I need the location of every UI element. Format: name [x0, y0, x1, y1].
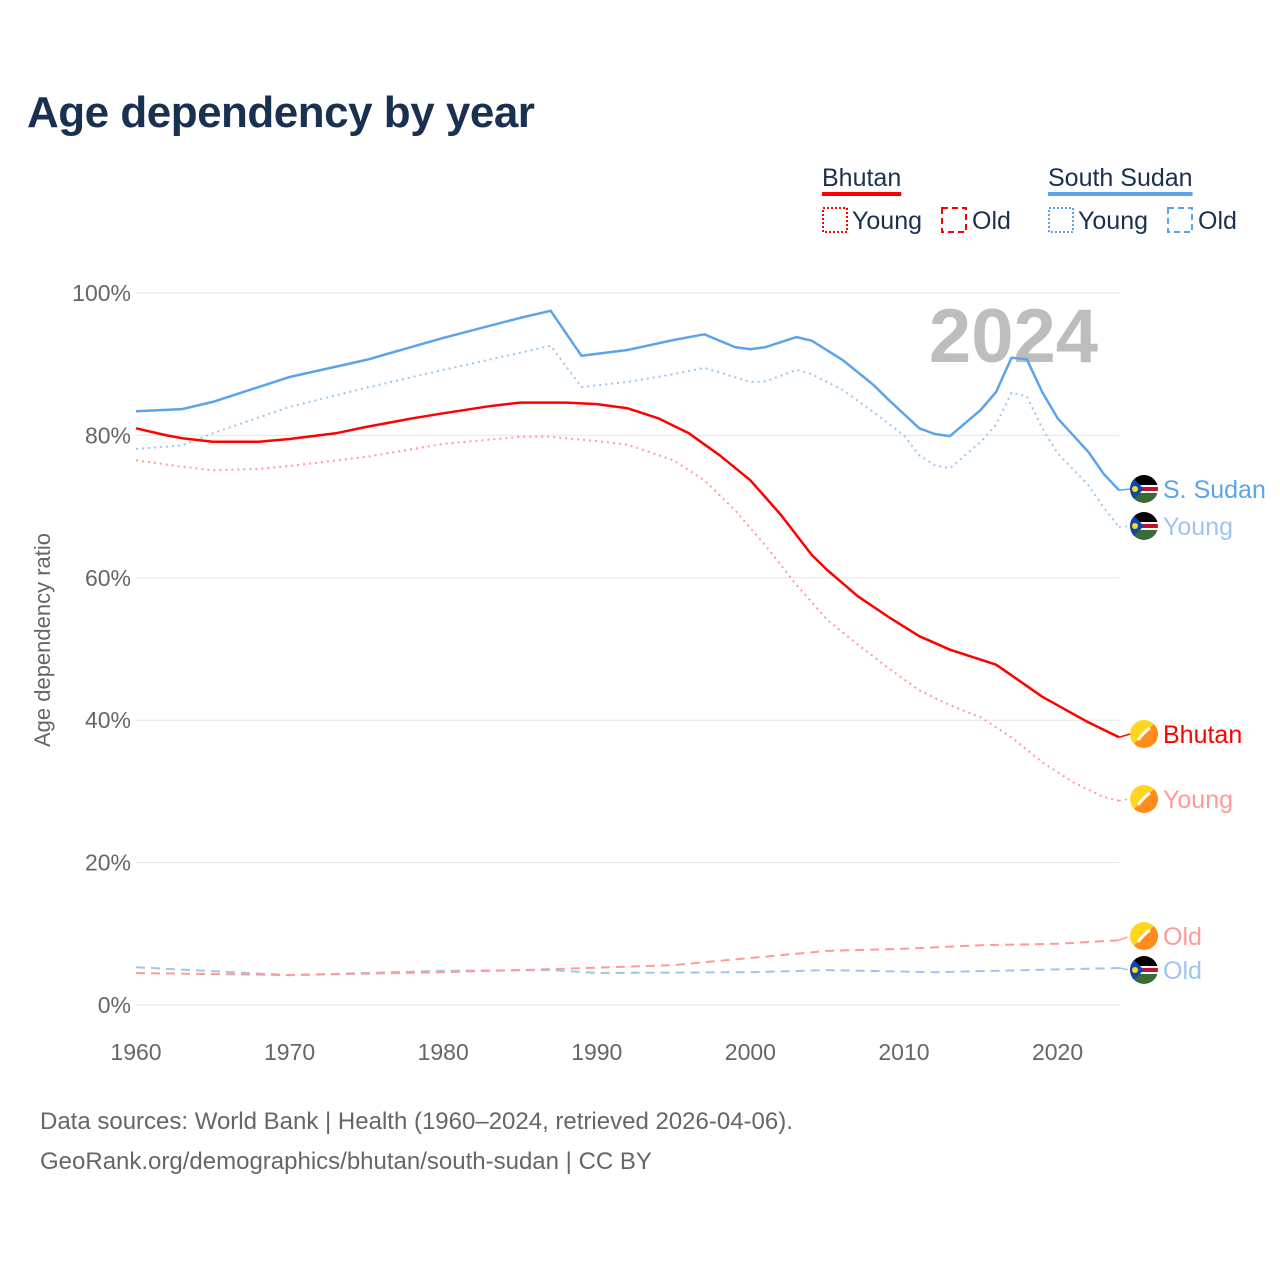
flag-green	[1130, 974, 1158, 984]
leader-line	[1118, 967, 1131, 971]
flag-black	[1130, 475, 1158, 485]
source-link[interactable]: GeoRank.org/demographics/bhutan/south-su…	[40, 1148, 652, 1175]
flag-star	[1132, 967, 1138, 973]
end-label: Young	[1163, 513, 1233, 541]
y-tick-label: 20%	[85, 850, 131, 876]
y-axis-label: Age dependency ratio	[30, 533, 55, 747]
series-line-south-sudan	[135, 309, 1120, 492]
leader-line	[1118, 488, 1131, 491]
legend-old-label: Old	[1198, 207, 1237, 235]
y-tick-label: 0%	[98, 992, 131, 1018]
end-label: Bhutan	[1163, 721, 1242, 749]
series-line-south-sudan-young	[135, 344, 1120, 528]
flag-black	[1130, 512, 1158, 522]
south-sudan-flag-icon	[1130, 475, 1158, 503]
legend-underline	[822, 192, 902, 196]
series-line-bhutan	[135, 401, 1120, 739]
legend-young-label: Young	[1078, 207, 1148, 235]
end-label: Young	[1163, 786, 1233, 814]
legend-young-label: Young	[852, 207, 922, 235]
legend-dashed-swatch	[941, 207, 967, 233]
legend-underline	[1048, 192, 1193, 196]
leader-line	[1118, 935, 1131, 941]
x-tick-label: 2000	[725, 1039, 776, 1065]
y-tick-label: 60%	[85, 565, 131, 591]
legend-dotted-swatch	[822, 207, 848, 233]
legend-dotted-swatch	[1048, 207, 1074, 233]
y-tick-label: 40%	[85, 707, 131, 733]
flag-dragon	[1136, 928, 1151, 943]
chart-title: Age dependency by year	[27, 88, 535, 137]
flag-black	[1130, 956, 1158, 966]
legend-old-label: Old	[972, 207, 1011, 235]
x-tick-label: 2020	[1032, 1039, 1083, 1065]
bhutan-flag-icon	[1130, 922, 1158, 950]
flag-green	[1130, 530, 1158, 540]
flag-star	[1132, 523, 1138, 529]
flag-body	[1130, 475, 1158, 503]
y-tick-label: 100%	[72, 280, 131, 306]
leader-line	[1118, 798, 1131, 802]
flag-body	[1130, 720, 1158, 748]
end-label: Old	[1163, 957, 1202, 985]
flag-body	[1130, 956, 1158, 984]
series-line-bhutan-old	[135, 939, 1120, 977]
south-sudan-flag-icon	[1130, 512, 1158, 540]
flag-body	[1130, 922, 1158, 950]
x-tick-label: 2010	[878, 1039, 929, 1065]
y-tick-label: 80%	[85, 422, 131, 448]
flag-body	[1130, 512, 1158, 540]
source-note: Data sources: World Bank | Health (1960–…	[40, 1108, 793, 1135]
end-label: S. Sudan	[1163, 476, 1266, 504]
flag-body	[1130, 785, 1158, 813]
x-tick-label: 1980	[418, 1039, 469, 1065]
flag-dragon	[1136, 791, 1151, 806]
x-tick-label: 1970	[264, 1039, 315, 1065]
leader-line	[1118, 733, 1131, 739]
flag-dragon	[1136, 726, 1151, 741]
end-label: Old	[1163, 923, 1202, 951]
south-sudan-flag-icon	[1130, 956, 1158, 984]
legend-dashed-swatch	[1167, 207, 1193, 233]
x-tick-label: 1960	[110, 1039, 161, 1065]
legend-group-bhutan: Bhutan	[822, 164, 901, 192]
bhutan-flag-icon	[1130, 720, 1158, 748]
legend-group-south-sudan: South Sudan	[1048, 164, 1193, 192]
series-line-bhutan-young	[135, 435, 1120, 802]
year-label: 2024	[929, 294, 1098, 379]
flag-star	[1132, 486, 1138, 492]
x-tick-label: 1990	[571, 1039, 622, 1065]
flag-green	[1130, 493, 1158, 503]
series-line-south-sudan-old	[135, 966, 1120, 977]
bhutan-flag-icon	[1130, 785, 1158, 813]
leader-line	[1118, 525, 1131, 528]
